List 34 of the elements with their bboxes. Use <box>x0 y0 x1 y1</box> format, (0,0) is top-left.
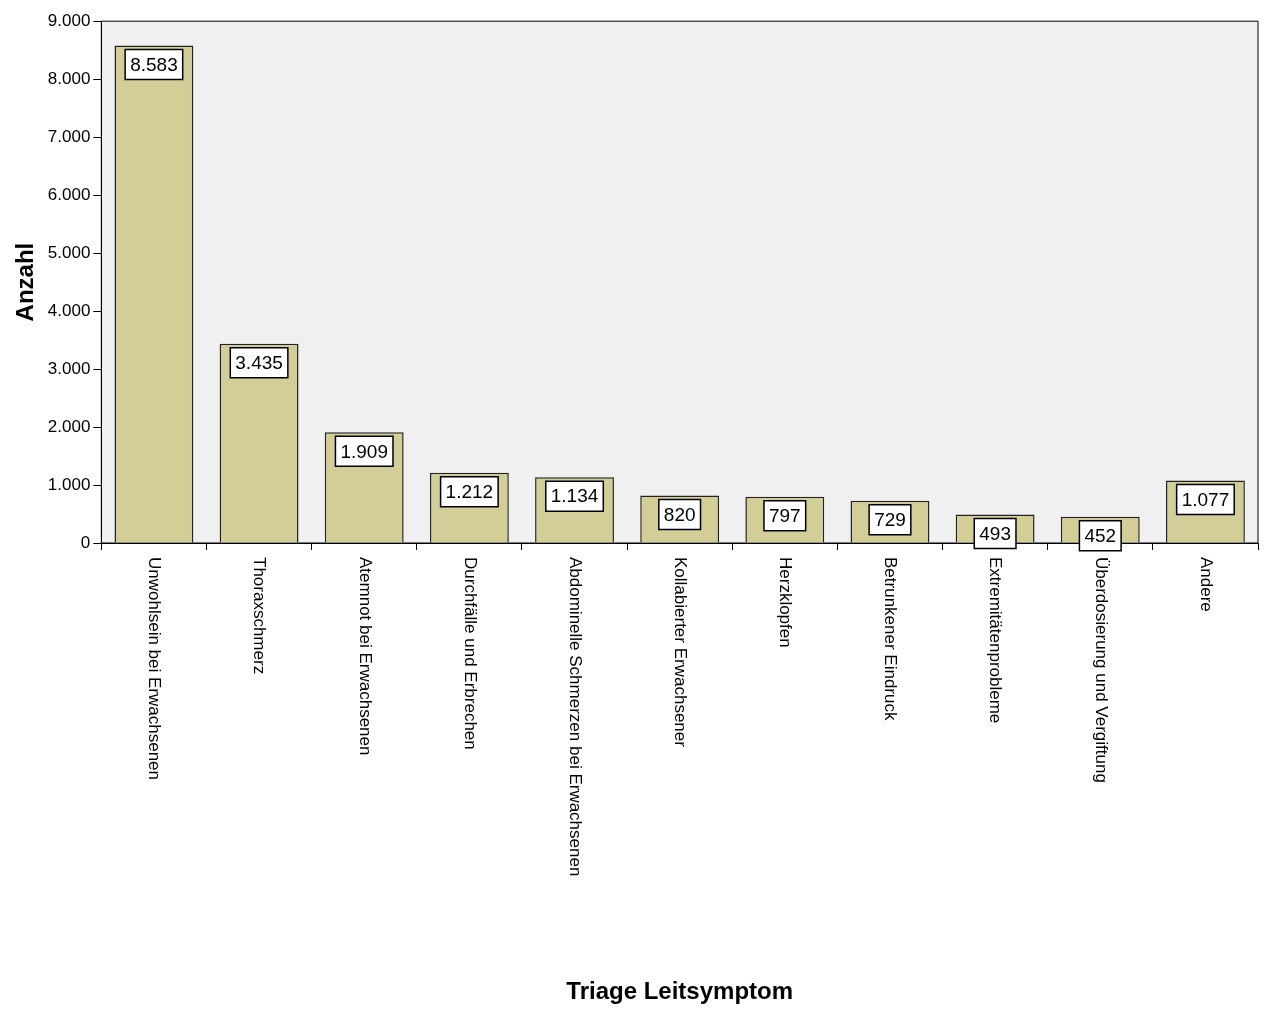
y-tick-label: 0 <box>80 532 91 552</box>
data-label: 1.212 <box>445 480 494 502</box>
data-label: 8.583 <box>130 53 178 75</box>
x-tick-label: Unwohlsein bei Erwachsenen <box>145 557 165 781</box>
y-tick-label: 4.000 <box>47 300 91 320</box>
x-tick-label: Durchfälle und Erbrechen <box>460 557 480 750</box>
y-tick-label: 5.000 <box>47 242 91 262</box>
data-label: 452 <box>1084 525 1117 547</box>
x-tick-label: Betrunkener Eindruck <box>881 557 901 721</box>
y-tick-label: 9.000 <box>47 10 91 30</box>
data-label: 729 <box>874 508 906 530</box>
y-axis-title: Anzahl <box>11 242 39 322</box>
y-tick-label: 8.000 <box>47 68 91 88</box>
data-label: 3.435 <box>235 352 283 374</box>
y-tick-label: 6.000 <box>47 184 91 204</box>
x-tick-label: Extremitätenprobleme <box>986 557 1006 724</box>
x-tick-label: Thoraxschmerz <box>250 557 270 675</box>
x-tick-label: Andere <box>1196 557 1216 612</box>
x-tick-label: Abdominelle Schmerzen bei Erwachsenen <box>565 557 585 877</box>
data-label: 1.909 <box>340 440 388 462</box>
x-tick-label: Kollabierter Erwachsener <box>670 557 690 748</box>
y-tick-label: 2.000 <box>47 416 91 436</box>
x-axis-title: Triage Leitsymptom <box>566 977 794 1005</box>
data-label: 820 <box>663 503 696 525</box>
data-label: 493 <box>979 522 1011 544</box>
x-tick-label: Herzklopfen <box>776 557 796 648</box>
x-tick-label: Atemnot bei Erwachsenen <box>355 557 375 756</box>
data-label: 1.077 <box>1181 488 1230 510</box>
y-tick-label: 3.000 <box>47 358 91 378</box>
x-tick-label: Überdosierung und Vergiftung <box>1091 557 1111 783</box>
data-label: 797 <box>768 505 801 527</box>
y-tick-label: 7.000 <box>47 126 91 146</box>
data-label: 1.134 <box>550 485 599 507</box>
y-tick-label: 1.000 <box>47 474 91 494</box>
